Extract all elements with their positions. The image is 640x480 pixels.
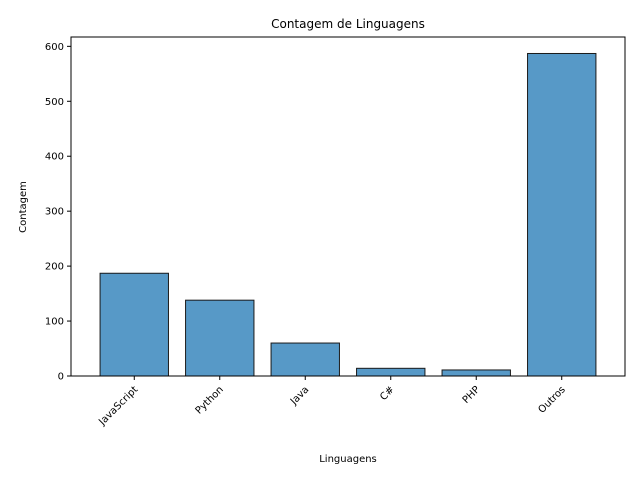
y-tick-label: 300 <box>45 207 64 218</box>
y-tick-label: 400 <box>45 152 64 163</box>
x-tick-label: PHP <box>461 384 483 406</box>
plot-frame <box>70 36 626 377</box>
y-tick-label: 200 <box>45 262 64 273</box>
bar-php <box>441 369 511 377</box>
x-tick-label: Outros <box>536 384 567 415</box>
y-tick-label: 100 <box>45 317 64 328</box>
bar-c <box>356 367 426 377</box>
x-tick-label: JavaScript <box>96 384 140 428</box>
bar-javascript <box>99 272 169 377</box>
plot-area: 0 100 200 300 400 500 600 JavaScript Python Java C… <box>45 42 597 428</box>
bar-outros <box>527 52 597 377</box>
bar-python <box>185 299 255 377</box>
x-tick-label: C# <box>378 384 397 403</box>
x-tick-label: Java <box>288 384 311 407</box>
bar-java <box>270 342 340 377</box>
x-axis-label: Linguagens <box>319 454 377 465</box>
y-tick-label: 0 <box>58 372 64 383</box>
chart-title: Contagem de Linguagens <box>271 17 425 31</box>
y-tick-label: 600 <box>45 42 64 53</box>
y-tick-label: 500 <box>45 97 64 108</box>
x-tick-label: Python <box>194 384 226 416</box>
y-axis-label: Contagem <box>18 181 29 233</box>
